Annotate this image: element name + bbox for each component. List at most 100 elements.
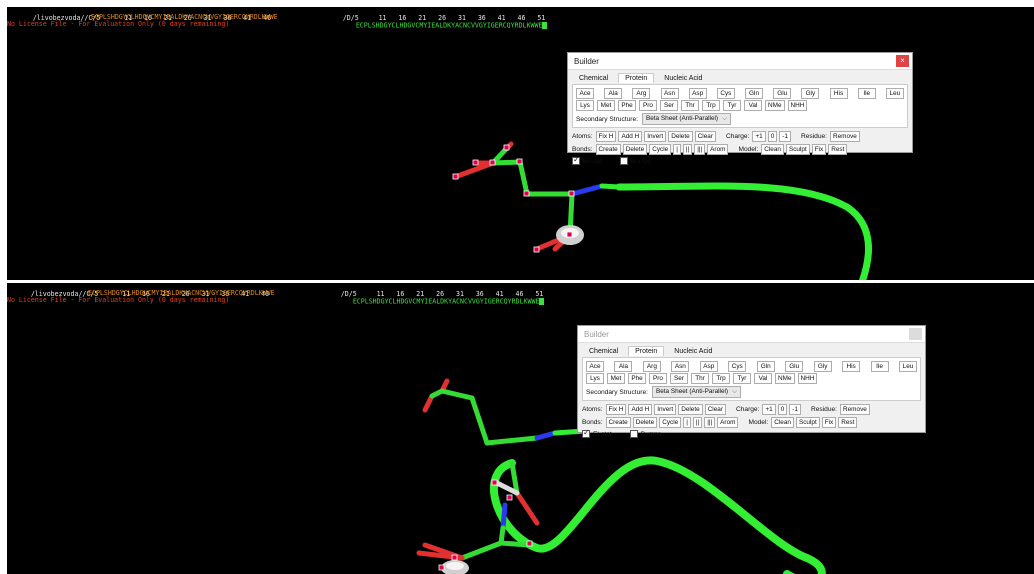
fix-button[interactable]: Fix <box>821 417 837 428</box>
residue-button-phe[interactable]: Phe <box>628 373 646 384</box>
el-stat-option[interactable]: El-stat <box>582 428 612 438</box>
sculpt-button[interactable]: Sculpt <box>785 144 810 155</box>
residue-button-his[interactable]: His <box>842 361 861 372</box>
residue-button-nme[interactable]: NMe <box>775 373 795 384</box>
residue-button-gln[interactable]: Gln <box>745 88 764 99</box>
residue-button-cys[interactable]: Cys <box>728 361 747 372</box>
residue-button-val[interactable]: Val <box>754 373 772 384</box>
residue-button-asn[interactable]: Asn <box>660 88 679 99</box>
residue-button-met[interactable]: Met <box>597 100 615 111</box>
residue-button-met[interactable]: Met <box>607 373 625 384</box>
residue-button-gly[interactable]: Gly <box>801 88 820 99</box>
charge-minus-button[interactable]: -1 <box>779 131 791 142</box>
residue-button-val[interactable]: Val <box>744 100 762 111</box>
residue-button-pro[interactable]: Pro <box>649 373 667 384</box>
bumps-checkbox[interactable] <box>629 430 638 438</box>
residue-button-thr[interactable]: Thr <box>681 100 699 111</box>
residue-button-nhh[interactable]: NHH <box>787 100 808 111</box>
aromatic-bond-button[interactable]: Arom <box>707 144 729 155</box>
el-stat-checkbox[interactable] <box>582 428 590 438</box>
residue-button-ace[interactable]: Ace <box>586 361 604 372</box>
chain-d-label[interactable]: /D/5 <box>340 289 357 298</box>
bumps-option[interactable]: Bumps <box>619 157 651 165</box>
residue-button-asp[interactable]: Asp <box>688 88 707 99</box>
clear-button[interactable]: Clear <box>694 131 716 142</box>
chain-d-sequence[interactable]: ECPLSHDGYCLHDGVCMYIEALDKYACNCVVGYIGERCQY… <box>355 21 543 29</box>
tab-protein[interactable]: Protein <box>618 73 655 83</box>
residue-button-arg[interactable]: Arg <box>642 361 661 372</box>
residue-button-nhh[interactable]: NHH <box>797 373 818 384</box>
residue-button-nme[interactable]: NMe <box>765 100 785 111</box>
secondary-structure-select[interactable]: Beta Sheet (Anti-Parallel) ⌵ <box>651 386 741 398</box>
double-bond-button[interactable]: || <box>682 144 693 155</box>
residue-button-ile[interactable]: Ile <box>857 88 876 99</box>
delete-bond-button[interactable]: Delete <box>622 144 648 155</box>
rest-button[interactable]: Rest <box>838 417 858 428</box>
residue-button-lys[interactable]: Lys <box>576 100 594 111</box>
clear-button[interactable]: Clear <box>704 404 726 415</box>
chain-c-sequence[interactable]: ECPLSHDGYCLHDGVCMYIEALDKYACNCVVGYIGERCQY… <box>91 13 278 21</box>
residue-button-phe[interactable]: Phe <box>618 100 636 111</box>
residue-button-ace[interactable]: Ace <box>576 88 594 99</box>
residue-button-ser[interactable]: Ser <box>660 100 678 111</box>
molecule-viewport[interactable] <box>7 33 1034 280</box>
residue-button-trp[interactable]: Trp <box>712 373 730 384</box>
residue-button-ala[interactable]: Ala <box>604 88 623 99</box>
close-button[interactable]: × <box>896 55 909 67</box>
el-stat-checkbox[interactable] <box>572 155 580 165</box>
residue-button-ala[interactable]: Ala <box>614 361 633 372</box>
rest-button[interactable]: Rest <box>828 144 848 155</box>
residue-button-leu[interactable]: Leu <box>885 88 904 99</box>
chain-c-label[interactable]: /livobezvoda//C/5 <box>30 289 99 298</box>
bumps-checkbox[interactable] <box>619 157 628 165</box>
residue-button-arg[interactable]: Arg <box>632 88 651 99</box>
fix-h-button[interactable]: Fix H <box>605 404 627 415</box>
charge-zero-button[interactable]: 0 <box>777 404 788 415</box>
delete-atom-button[interactable]: Delete <box>668 131 693 142</box>
residue-button-thr[interactable]: Thr <box>691 373 709 384</box>
delete-atom-button[interactable]: Delete <box>678 404 703 415</box>
tab-nucleic-acid[interactable]: Nucleic Acid <box>664 75 703 82</box>
residue-button-cys[interactable]: Cys <box>716 88 735 99</box>
add-h-button[interactable]: Add H <box>618 131 643 142</box>
charge-plus-button[interactable]: +1 <box>752 131 766 142</box>
tab-chemical[interactable]: Chemical <box>589 348 619 355</box>
residue-button-tyr[interactable]: Tyr <box>733 373 751 384</box>
remove-residue-button[interactable]: Remove <box>840 404 870 415</box>
invert-button[interactable]: Invert <box>644 131 667 142</box>
tab-chemical[interactable]: Chemical <box>579 75 609 82</box>
residue-button-tyr[interactable]: Tyr <box>723 100 741 111</box>
triple-bond-button[interactable]: ||| <box>694 144 706 155</box>
builder-titlebar[interactable]: Builder <box>578 326 925 343</box>
charge-plus-button[interactable]: +1 <box>762 404 776 415</box>
residue-button-leu[interactable]: Leu <box>898 361 917 372</box>
cycle-bond-button[interactable]: Cycle <box>659 417 682 428</box>
sequence-viewer[interactable]: /livobezvoda//C/5 11 16 21 26 31 36 41 4… <box>7 7 1034 33</box>
chain-c-label[interactable]: /livobezvoda//C/5 <box>32 13 101 22</box>
create-bond-button[interactable]: Create <box>595 144 621 155</box>
cycle-bond-button[interactable]: Cycle <box>649 144 672 155</box>
secondary-structure-select[interactable]: Beta Sheet (Anti-Parallel) ⌵ <box>641 113 731 125</box>
builder-dialog[interactable]: Builder × Chemical Protein Nucleic Acid … <box>567 52 913 165</box>
clean-button[interactable]: Clean <box>771 417 794 428</box>
residue-button-gly[interactable]: Gly <box>813 361 832 372</box>
tab-nucleic-acid[interactable]: Nucleic Acid <box>674 348 713 355</box>
residue-button-his[interactable]: His <box>829 88 848 99</box>
remove-residue-button[interactable]: Remove <box>830 131 860 142</box>
bumps-option[interactable]: Bumps <box>629 430 661 438</box>
sequence-viewer[interactable]: /livobezvoda//C/5 11 16 21 26 31 36 41 4… <box>7 283 1034 309</box>
residue-button-ser[interactable]: Ser <box>670 373 688 384</box>
builder-dialog[interactable]: Builder Chemical Protein Nucleic Acid Ac… <box>577 325 926 438</box>
triple-bond-button[interactable]: ||| <box>704 417 716 428</box>
chain-d-label[interactable]: /D/5 <box>342 13 359 22</box>
fix-button[interactable]: Fix <box>811 144 827 155</box>
residue-button-trp[interactable]: Trp <box>702 100 720 111</box>
residue-button-asn[interactable]: Asn <box>671 361 690 372</box>
delete-bond-button[interactable]: Delete <box>632 417 658 428</box>
invert-button[interactable]: Invert <box>654 404 677 415</box>
charge-zero-button[interactable]: 0 <box>767 131 778 142</box>
residue-button-asp[interactable]: Asp <box>699 361 718 372</box>
sculpt-button[interactable]: Sculpt <box>795 417 820 428</box>
residue-button-lys[interactable]: Lys <box>586 373 604 384</box>
residue-button-ile[interactable]: Ile <box>870 361 889 372</box>
